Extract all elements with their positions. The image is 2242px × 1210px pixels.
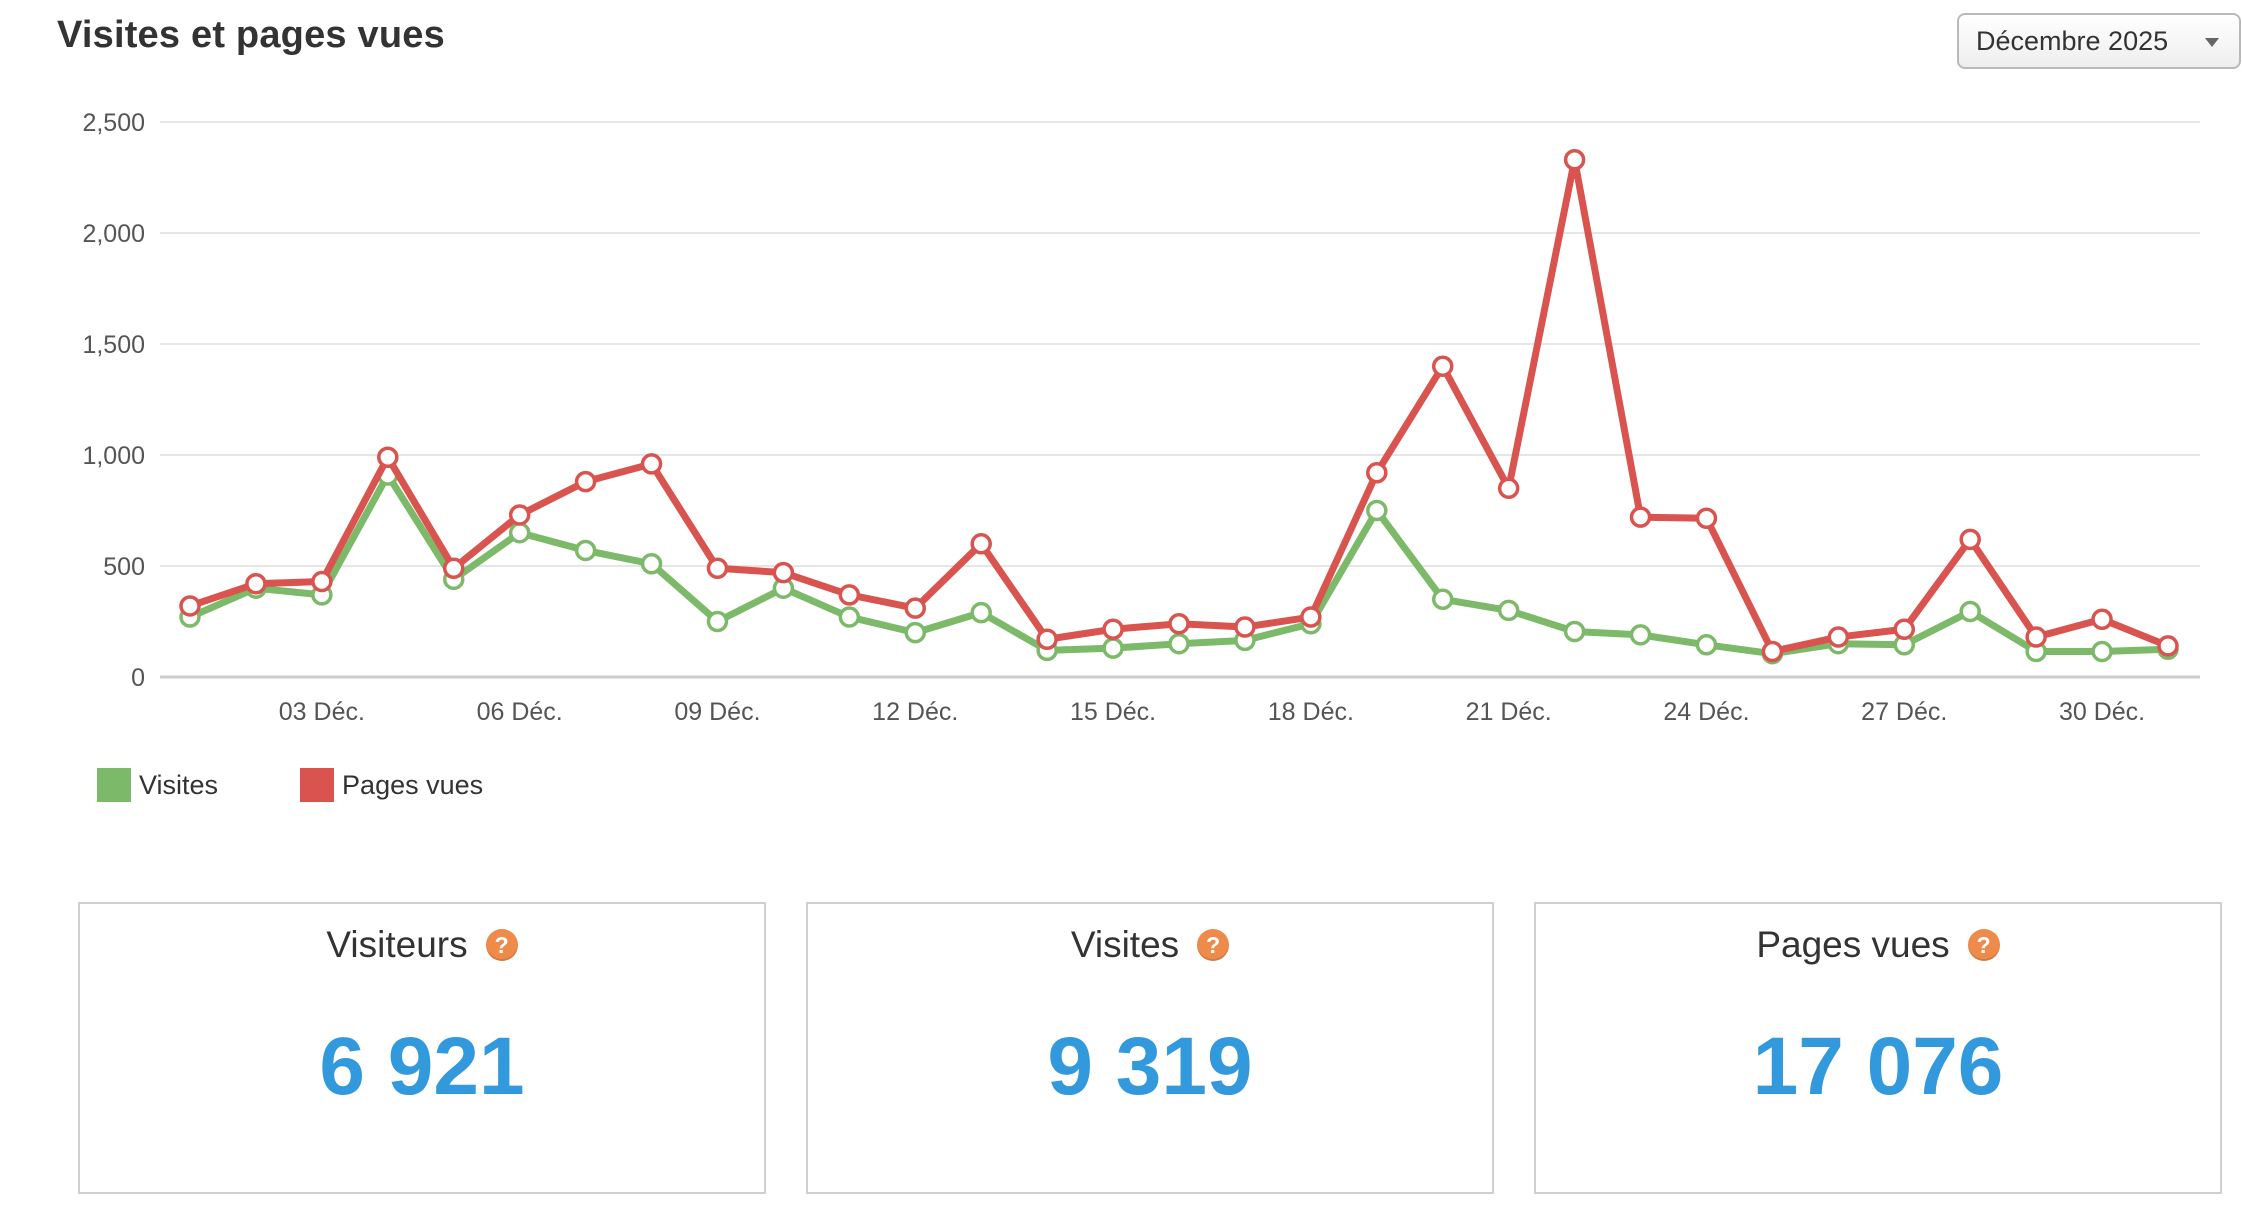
data-point[interactable] [772,561,795,584]
data-point[interactable] [1431,355,1454,377]
x-tick-label: 21 Déc. [1466,698,1552,726]
data-point[interactable] [1695,507,1718,530]
page-title: Visites et pages vues [57,14,445,56]
data-point[interactable] [2091,608,2113,631]
data-point[interactable] [1959,600,1981,623]
data-point[interactable] [1102,618,1124,641]
data-point[interactable] [640,553,663,575]
series-pageviews [179,148,2179,663]
data-point[interactable] [970,601,992,624]
data-point[interactable] [970,533,992,555]
stat-value-visits: 9 319 [1047,1021,1253,1112]
x-tick-label: 30 Déc. [2059,698,2145,726]
y-tick-label: 2,000 [82,220,145,248]
data-point[interactable] [1234,616,1256,638]
x-tick-label: 27 Déc. [1861,698,1947,726]
stat-label-visitors: Visiteurs [326,924,468,965]
data-point[interactable] [904,597,927,619]
legend-item-visits[interactable]: Visites [97,768,218,802]
y-tick-label: 2,500 [82,109,145,137]
data-point[interactable] [706,557,729,579]
data-point[interactable] [1497,477,1520,500]
data-point[interactable] [1366,499,1388,522]
y-tick-label: 1,000 [82,442,145,470]
x-tick-label: 09 Déc. [674,698,760,726]
legend-label-pageviews: Pages vues [342,769,484,800]
stat-card-visits: Visites ? 9 319 [806,902,1494,1194]
x-tick-label: 12 Déc. [872,698,958,726]
data-point[interactable] [1893,618,1916,641]
data-point[interactable] [311,570,333,593]
y-tick-label: 1,500 [82,331,145,359]
data-point[interactable] [1036,628,1058,651]
help-icon[interactable]: ? [1197,929,1230,961]
data-point[interactable] [1827,626,1850,648]
data-point[interactable] [1629,506,1652,528]
data-point[interactable] [574,539,597,562]
stat-value-pageviews: 17 076 [1752,1021,2004,1112]
data-point[interactable] [179,595,201,617]
stat-card-pageviews: Pages vues ? 17 076 [1534,902,2222,1194]
data-point[interactable] [377,446,399,468]
data-point[interactable] [1168,612,1190,635]
data-point[interactable] [2091,640,2113,663]
data-point[interactable] [1431,588,1454,611]
data-point[interactable] [1366,462,1388,484]
stat-label-visits: Visites [1070,924,1180,965]
data-point[interactable] [838,584,861,606]
stat-label-pageviews: Pages vues [1756,924,1950,965]
data-point[interactable] [904,621,927,644]
data-point[interactable] [245,573,267,595]
data-point[interactable] [1300,606,1322,628]
data-point[interactable] [1629,624,1652,646]
x-tick-label: 06 Déc. [477,698,563,726]
y-tick-label: 0 [131,664,145,692]
chart-legend: Visites Pages vues [97,768,565,802]
x-tick-label: 03 Déc. [279,698,365,726]
month-select[interactable]: Décembre 2025 [1957,13,2241,69]
legend-swatch-visits [97,768,131,802]
data-point[interactable] [1563,620,1586,643]
stat-value-visitors: 6 921 [319,1021,525,1112]
help-icon[interactable]: ? [485,929,518,961]
data-point[interactable] [1497,599,1520,622]
line-chart: 0 500 1,000 1,500 2,000 2,500 03 Déc. 06 Déc. 0… [82,109,2200,726]
data-point[interactable] [2157,635,2179,657]
data-point[interactable] [1563,148,1586,171]
data-point[interactable] [1168,632,1190,655]
data-point[interactable] [1102,637,1124,659]
x-tick-label: 18 Déc. [1268,698,1354,726]
y-tick-label: 500 [103,553,145,581]
data-point[interactable] [838,606,861,628]
data-point[interactable] [1959,528,1981,551]
legend-label-visits: Visites [139,769,219,800]
data-point[interactable] [1761,640,1784,663]
month-select-value: Décembre 2025 [1976,25,2169,56]
data-point[interactable] [640,453,663,475]
help-icon[interactable]: ? [1967,929,2000,961]
stat-card-visitors: Visiteurs ? 6 921 [78,902,766,1194]
data-point[interactable] [706,610,729,633]
chevron-down-icon [2205,38,2219,47]
x-tick-label: 24 Déc. [1663,698,1749,726]
legend-item-pageviews[interactable]: Pages vues [300,768,483,802]
data-point[interactable] [574,470,597,493]
x-tick-label: 15 Déc. [1070,698,1156,726]
data-point[interactable] [1695,634,1718,656]
data-point[interactable] [508,504,531,526]
data-point[interactable] [2025,626,2047,648]
data-point[interactable] [508,521,531,544]
data-point[interactable] [442,557,465,579]
legend-swatch-pageviews [300,768,335,802]
